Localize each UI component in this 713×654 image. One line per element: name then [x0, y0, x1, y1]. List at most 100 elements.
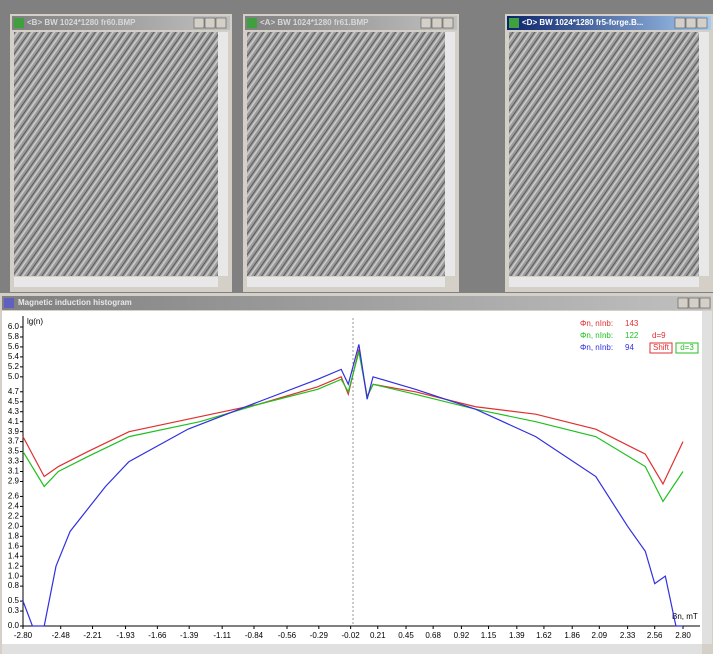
annotation: d=9	[652, 331, 666, 340]
y-tick-label: 3.3	[8, 457, 20, 466]
y-tick-label: 1.8	[8, 531, 20, 540]
x-tick-label: 0.21	[370, 631, 386, 640]
maximize-button[interactable]	[204, 17, 216, 29]
close-button[interactable]	[696, 17, 708, 29]
x-tick-label: -1.66	[148, 631, 167, 640]
y-tick-label: 5.8	[8, 332, 20, 341]
x-tick-label: -1.11	[213, 631, 231, 640]
x-tick-label: 1.39	[509, 631, 525, 640]
x-tick-label: -2.80	[14, 631, 33, 640]
vertical-scrollbar[interactable]	[445, 32, 455, 276]
y-tick-label: 5.6	[8, 342, 20, 351]
window-icon	[14, 18, 24, 28]
window-title: Magnetic induction histogram	[18, 298, 132, 307]
x-tick-label: 0.68	[425, 631, 441, 640]
y-tick-label: 3.7	[8, 437, 20, 446]
image	[509, 32, 699, 276]
y-tick-label: 2.2	[8, 511, 20, 520]
y-tick-label: 0.5	[8, 596, 20, 605]
x-tick-label: -0.56	[278, 631, 297, 640]
maximize-button[interactable]	[688, 297, 700, 309]
y-tick-label: 0.0	[8, 621, 20, 630]
legend-count: 143	[625, 319, 639, 328]
vertical-scrollbar[interactable]	[699, 32, 709, 276]
x-axis-label: Bn, mT	[672, 612, 698, 621]
y-tick-label: 3.5	[8, 447, 20, 456]
y-tick-label: 1.6	[8, 541, 20, 550]
y-tick-label: 0.8	[8, 581, 20, 590]
y-tick-label: 2.9	[8, 477, 20, 486]
x-tick-label: 0.45	[398, 631, 414, 640]
x-tick-label: 2.80	[675, 631, 691, 640]
image-window: <A> BW 1024*1280 fr61.BMP	[243, 14, 459, 292]
horizontal-scrollbar[interactable]	[509, 277, 699, 287]
x-tick-label: 1.62	[536, 631, 552, 640]
minimize-button[interactable]	[193, 17, 205, 29]
y-tick-label: 5.4	[8, 352, 20, 361]
y-tick-label: 1.2	[8, 561, 20, 570]
close-button[interactable]	[215, 17, 227, 29]
vertical-scrollbar[interactable]	[702, 311, 712, 644]
x-tick-label: 1.86	[564, 631, 580, 640]
horizontal-scrollbar[interactable]	[14, 277, 218, 287]
horizontal-scrollbar[interactable]	[247, 277, 445, 287]
x-tick-label: 0.92	[454, 631, 470, 640]
image-window: <B> BW 1024*1280 fr60.BMP	[10, 14, 232, 292]
y-tick-label: 5.2	[8, 362, 20, 371]
image	[247, 32, 445, 276]
y-tick-label: 2.6	[8, 492, 20, 501]
series-line	[22, 351, 684, 503]
image	[14, 32, 218, 276]
button[interactable]	[675, 342, 699, 354]
close-button[interactable]	[699, 297, 711, 309]
window-title: <D> BW 1024*1280 fr5-forge.B...	[522, 18, 643, 27]
legend-count: 122	[625, 331, 639, 340]
y-tick-label: 4.7	[8, 387, 20, 396]
y-tick-label: 4.5	[8, 397, 20, 406]
y-tick-label: 1.4	[8, 551, 20, 560]
y-tick-label: 2.4	[8, 502, 20, 511]
minimize-button[interactable]	[677, 297, 689, 309]
x-tick-label: -0.02	[342, 631, 361, 640]
legend-name: Φn, nInb:	[580, 331, 613, 340]
maximize-button[interactable]	[685, 17, 697, 29]
legend-name: Φn, nInb:	[580, 319, 613, 328]
minimize-button[interactable]	[420, 17, 432, 29]
title-bar	[507, 16, 711, 30]
close-button[interactable]	[442, 17, 454, 29]
series-line	[22, 344, 683, 627]
y-tick-label: 1.0	[8, 571, 20, 580]
x-tick-label: -0.84	[245, 631, 264, 640]
vertical-scrollbar[interactable]	[218, 32, 228, 276]
horizontal-scrollbar[interactable]	[2, 644, 702, 654]
y-tick-label: 4.1	[8, 417, 20, 426]
window-icon	[247, 18, 257, 28]
image-window: <D> BW 1024*1280 fr5-forge.B...	[505, 14, 713, 292]
button-label[interactable]: d=3	[680, 343, 694, 352]
x-tick-label: -2.21	[83, 631, 102, 640]
x-tick-label: 2.09	[592, 631, 608, 640]
y-tick-label: 4.3	[8, 407, 20, 416]
y-tick-label: 3.9	[8, 427, 20, 436]
window-title: <A> BW 1024*1280 fr61.BMP	[260, 18, 369, 27]
window-title: <B> BW 1024*1280 fr60.BMP	[27, 18, 136, 27]
x-tick-label: -1.93	[116, 631, 135, 640]
minimize-button[interactable]	[674, 17, 686, 29]
y-tick-label: 5.0	[8, 372, 20, 381]
y-tick-label: 3.1	[8, 467, 20, 476]
y-axis-label: lg(n)	[27, 317, 43, 326]
x-tick-label: -2.48	[52, 631, 71, 640]
button[interactable]	[649, 342, 673, 354]
legend-name: Φn, nInb:	[580, 343, 613, 352]
legend-count: 94	[625, 343, 634, 352]
x-tick-label: 1.15	[481, 631, 497, 640]
y-tick-label: 6.0	[8, 322, 20, 331]
title-bar	[245, 16, 457, 30]
x-tick-label: -0.29	[310, 631, 329, 640]
window-icon	[509, 18, 519, 28]
maximize-button[interactable]	[431, 17, 443, 29]
x-tick-label: 2.33	[620, 631, 636, 640]
title-bar	[12, 16, 230, 30]
button-label[interactable]: Shift	[653, 343, 670, 352]
